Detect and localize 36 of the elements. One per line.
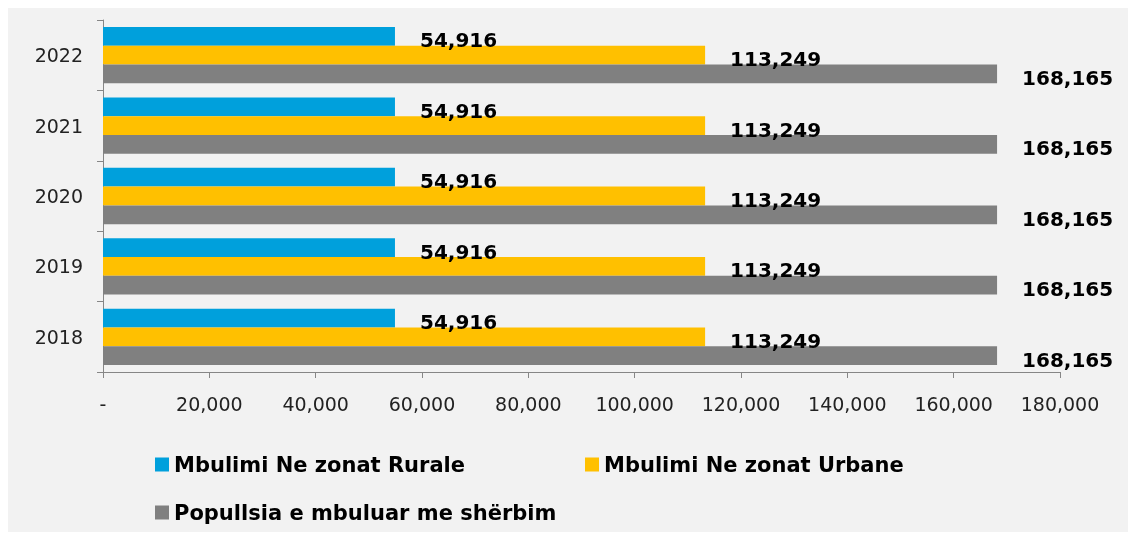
data-label: 54,916 <box>419 169 498 194</box>
data-label: 113,249 <box>730 117 822 142</box>
data-label: 168,165 <box>1022 65 1114 90</box>
x-tick-label: 100,000 <box>595 392 674 415</box>
x-tick-label: 140,000 <box>808 392 887 415</box>
data-label: 168,165 <box>1022 347 1114 372</box>
bar <box>103 308 395 328</box>
x-tick-label: 160,000 <box>914 392 993 415</box>
data-label: 54,916 <box>419 28 498 53</box>
y-tick-label: 2021 <box>34 114 83 137</box>
bar <box>103 167 395 187</box>
legend-label: Popullsia e mbuluar me shërbim <box>174 500 557 525</box>
bar <box>103 238 395 258</box>
y-tick-label: 2018 <box>34 325 83 348</box>
bar <box>103 27 395 46</box>
legend-label: Mbulimi Ne zonat Urbane <box>604 452 904 477</box>
data-label: 168,165 <box>1022 206 1114 231</box>
data-label: 168,165 <box>1022 277 1114 302</box>
data-label: 113,249 <box>730 47 822 72</box>
data-label: 113,249 <box>730 188 822 212</box>
x-tick-label: 40,000 <box>282 392 349 415</box>
y-tick-label: 2022 <box>34 44 83 67</box>
x-tick-label: 120,000 <box>701 392 781 415</box>
data-label: 113,249 <box>730 328 822 353</box>
data-label: 113,249 <box>730 258 822 283</box>
x-tick-label: 60,000 <box>388 392 456 415</box>
x-tick-label: 20,000 <box>176 392 243 415</box>
bar <box>103 97 395 117</box>
x-tick-label: 80,000 <box>495 392 562 415</box>
y-tick-label: 2020 <box>34 185 83 207</box>
y-tick-label: 2019 <box>34 255 83 278</box>
x-tick-label: - <box>99 392 107 415</box>
data-label: 168,165 <box>1022 136 1114 161</box>
legend-label: Mbulimi Ne zonat Rurale <box>174 452 466 477</box>
x-tick-label: 180,000 <box>1020 392 1100 415</box>
data-label: 54,916 <box>419 310 498 335</box>
